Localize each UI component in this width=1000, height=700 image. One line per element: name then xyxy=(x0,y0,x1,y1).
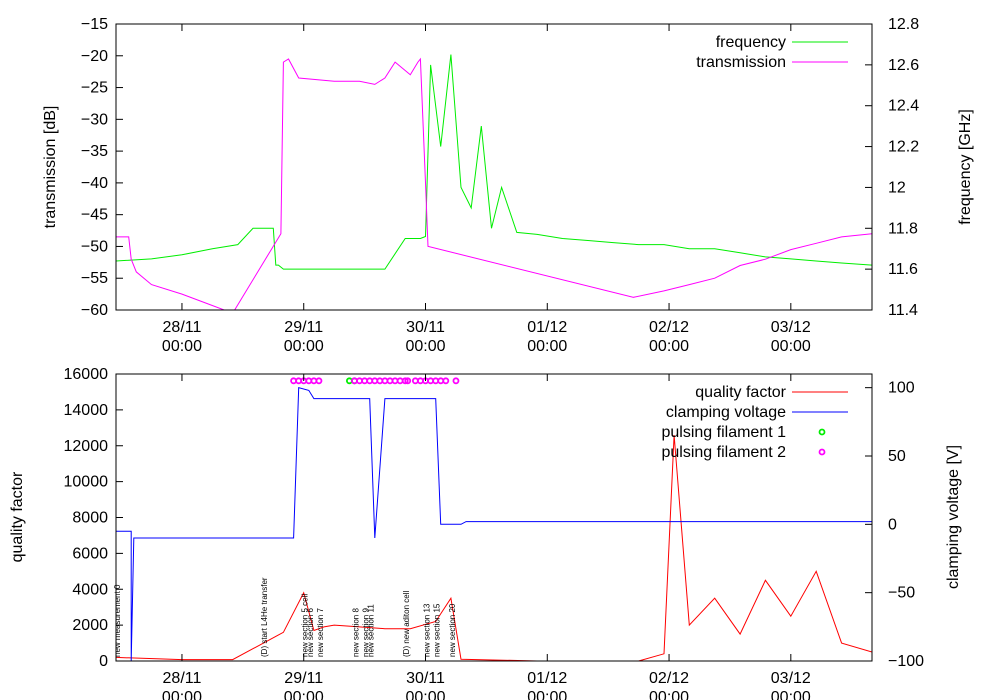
y2-tick-label: 11.6 xyxy=(888,261,918,278)
y2-tick-label: 11.8 xyxy=(888,220,918,237)
top-series-group xyxy=(116,54,872,310)
legend-label: quality factor xyxy=(695,384,786,401)
x-tick-label: 28/11 00:00 xyxy=(162,319,202,355)
x-tick-label: 29/11 00:00 xyxy=(284,319,324,355)
x-tick-label: 30/11 00:00 xyxy=(405,670,445,700)
top-axes-group: −15 −20 −25 −30 −35 −40 −45 −50 −55 −60 12.8 12.6 12… xyxy=(81,16,919,355)
series-3-point xyxy=(401,377,409,385)
legend-swatch xyxy=(818,428,826,436)
legend-label: clamping voltage xyxy=(666,404,786,421)
series-3-point xyxy=(442,377,450,385)
event-annotation: new section 20 xyxy=(448,603,457,657)
y2-tick-label: 100 xyxy=(888,380,915,397)
bottom-y-axis-label: quality factor xyxy=(9,471,26,562)
legend-swatch xyxy=(818,448,826,456)
y-tick-label: −45 xyxy=(81,207,108,224)
x-tick-label: 01/12 00:00 xyxy=(527,319,567,355)
y-tick-label: −55 xyxy=(81,270,108,287)
y-tick-label: 12000 xyxy=(64,438,109,455)
series-0-line xyxy=(116,54,872,270)
y2-tick-label: 50 xyxy=(888,448,906,465)
event-annotation: new section 11 xyxy=(367,604,376,657)
event-annotation: new section 5 cell xyxy=(301,594,310,657)
x-tick-label: 02/12 00:00 xyxy=(649,319,689,355)
y2-tick-label: 12.8 xyxy=(888,16,919,33)
legend-label: pulsing filament 1 xyxy=(661,424,786,441)
x-tick-label: 01/12 00:00 xyxy=(527,670,567,700)
event-annotation: new measurement 0 xyxy=(113,584,122,657)
y-tick-label: 6000 xyxy=(72,545,108,562)
x-tick-label: 29/11 00:00 xyxy=(284,670,324,700)
y-tick-label: 14000 xyxy=(64,402,109,419)
y-tick-label: 10000 xyxy=(64,474,109,491)
x-tick-label: 03/12 00:00 xyxy=(771,319,811,355)
event-annotation: (D) start L4He transfer xyxy=(260,577,269,657)
series-3-point xyxy=(452,377,460,385)
event-annotation: new section 9 xyxy=(362,608,371,657)
y-tick-label: 8000 xyxy=(72,510,108,527)
y-tick-label: −20 xyxy=(81,48,108,65)
plot-frame xyxy=(115,23,873,311)
y2-tick-label: −50 xyxy=(888,585,915,602)
event-annotation: (D) new aditon cell xyxy=(402,591,411,657)
top-legend: frequency transmission xyxy=(696,34,848,71)
legend-label: frequency xyxy=(716,34,786,51)
series-3-point xyxy=(315,377,323,385)
y-tick-label: −25 xyxy=(81,80,108,97)
bottom-axes-group: 16000 14000 12000 10000 8000 6000 4000 2000 0 100… xyxy=(64,366,925,700)
event-annotation: new section 8 xyxy=(352,608,361,657)
event-annotation: new section 7 xyxy=(316,608,325,657)
legend-label: pulsing filament 2 xyxy=(661,444,786,461)
y-tick-label: 2000 xyxy=(72,617,108,634)
bottom-legend: quality factor clamping voltage pulsing fi… xyxy=(661,384,848,461)
y-tick-label: −30 xyxy=(81,111,108,128)
x-tick-label: 02/12 00:00 xyxy=(649,670,689,700)
legend-label: transmission xyxy=(696,54,786,71)
x-tick-label: 03/12 00:00 xyxy=(771,670,811,700)
x-tick-label: 28/11 00:00 xyxy=(162,670,202,700)
bottom-annotations: new measurement 0 (D) start L4He transfer… xyxy=(113,577,457,657)
quality-factor-clamping-panel: 16000 14000 12000 10000 8000 6000 4000 2000 0 100… xyxy=(9,366,962,700)
y-tick-label: −15 xyxy=(81,16,108,33)
y2-tick-label: 0 xyxy=(888,516,897,533)
event-annotation: new section 13 xyxy=(423,603,432,657)
bottom-series-group xyxy=(116,377,872,661)
transmission-frequency-panel: −15 −20 −25 −30 −35 −40 −45 −50 −55 −60 12.8 12.6 12… xyxy=(42,16,974,355)
y2-tick-label: 11.4 xyxy=(888,302,918,319)
y-tick-label: 0 xyxy=(99,653,108,670)
series-1-line xyxy=(116,57,872,310)
y2-tick-label: 12.6 xyxy=(888,57,919,74)
y-tick-label: −40 xyxy=(81,175,108,192)
y2-tick-label: 12.4 xyxy=(888,98,919,115)
top-y-axis-label: transmission [dB] xyxy=(42,106,59,229)
series-3-point xyxy=(404,377,412,385)
event-annotation: new section 15 xyxy=(433,603,442,657)
y-tick-label: −35 xyxy=(81,143,108,160)
top-y2-axis-label: frequency [GHz] xyxy=(957,109,974,225)
y2-tick-label: −100 xyxy=(888,653,924,670)
y-tick-label: 4000 xyxy=(72,581,108,598)
y2-tick-label: 12.2 xyxy=(888,139,919,156)
y-tick-label: −50 xyxy=(81,238,108,255)
event-annotation: new section 6 xyxy=(306,608,315,657)
y-tick-label: 16000 xyxy=(64,366,109,383)
y-tick-label: −60 xyxy=(81,302,108,319)
series-1-line xyxy=(116,387,872,661)
y2-tick-label: 12 xyxy=(888,179,906,196)
series-0-line xyxy=(116,434,872,661)
bottom-y2-axis-label: clamping voltage [V] xyxy=(945,445,962,589)
x-tick-label: 30/11 00:00 xyxy=(405,319,445,355)
